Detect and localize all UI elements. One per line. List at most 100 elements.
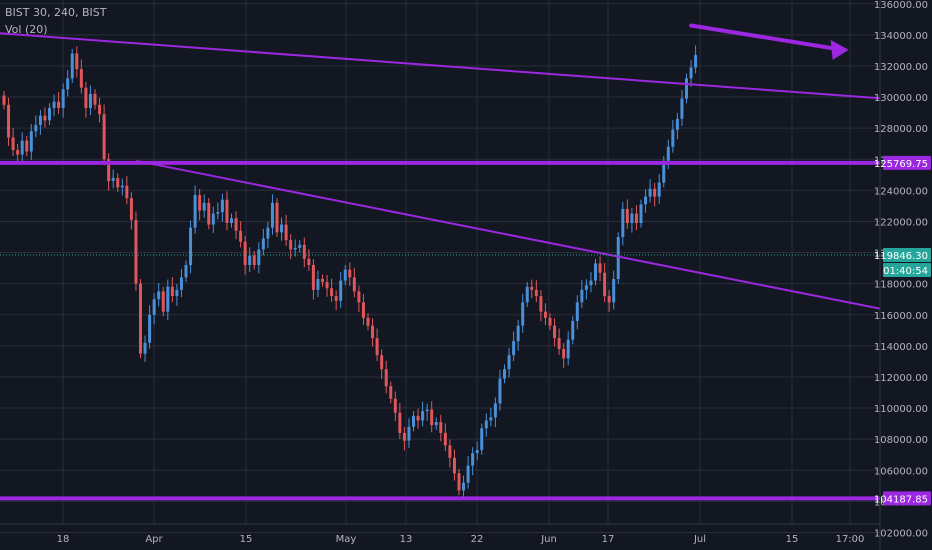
annotation-arrow: [689, 23, 849, 60]
candle-body: [7, 104, 11, 138]
candle-body: [220, 199, 224, 213]
candle-body: [261, 238, 265, 250]
candle-body: [466, 465, 470, 483]
candle-body: [503, 369, 506, 379]
candle-body: [225, 199, 229, 224]
candle-body: [230, 218, 233, 224]
candle-body: [421, 411, 425, 421]
time-tick-label: 17: [602, 534, 615, 545]
candle-body: [539, 296, 543, 312]
candle-body: [16, 149, 20, 155]
candle-body: [484, 420, 488, 429]
candle-body: [302, 244, 306, 259]
price-tags: 125769.75 104187.85 119846.30 01:40:54: [874, 155, 931, 506]
candle-body: [216, 212, 220, 214]
candle-body: [125, 185, 129, 199]
candle-body: [52, 101, 56, 108]
candle-body: [621, 209, 625, 237]
time-tick-label: 13: [400, 534, 413, 545]
candle-body: [257, 249, 261, 265]
candle-body: [148, 314, 152, 343]
time-tick-label: Jul: [693, 534, 706, 545]
candle-body: [111, 177, 115, 182]
candle-body: [543, 311, 547, 318]
candle-body: [321, 278, 324, 283]
candle-body: [189, 227, 193, 265]
candle-body: [57, 101, 61, 108]
last-price-tag-bg: [883, 247, 931, 262]
candle-body: [498, 378, 502, 404]
candle-body: [398, 412, 402, 433]
candle-body: [134, 219, 138, 284]
time-tick-label: 22: [471, 534, 484, 545]
candle-body: [339, 280, 343, 301]
candle-body: [170, 286, 174, 297]
candle-body: [243, 241, 247, 265]
candle-body: [489, 417, 493, 421]
candle-body: [34, 125, 38, 132]
candle-body: [452, 457, 456, 474]
time-tick-label: May: [336, 534, 357, 545]
candle-body: [625, 209, 629, 224]
candle-body: [480, 428, 484, 451]
candle-body: [562, 348, 566, 359]
time-axis-ticks: 18 Apr 15 May 13 22 Jun 17 Jul 15 17:00: [57, 534, 865, 545]
candle-body: [393, 398, 397, 413]
candle-body: [666, 146, 670, 161]
candle-body: [198, 195, 202, 211]
candle-body: [616, 237, 620, 279]
symbol-info: BIST 30, 240, BIST: [5, 6, 107, 19]
candle-body: [161, 291, 165, 312]
candle-body: [589, 280, 593, 286]
candle-body: [493, 403, 497, 418]
price-tick-label: 102000.00: [874, 528, 928, 539]
candle-body: [175, 289, 179, 297]
candle-body: [457, 473, 461, 491]
candle-body: [298, 244, 302, 248]
candle-body: [334, 296, 338, 301]
candle-body: [79, 69, 83, 88]
candle-body: [211, 213, 215, 225]
candle-body: [75, 53, 79, 70]
countdown-tag-bg: [883, 262, 931, 277]
candles: [2, 45, 698, 499]
candle-body: [530, 286, 534, 290]
candle-body: [330, 288, 334, 297]
candle-body: [352, 277, 356, 292]
candle-body: [685, 78, 688, 99]
level-price-tag-bg: [883, 491, 931, 506]
candle-body: [11, 137, 15, 150]
price-tick-label: 112000.00: [874, 373, 928, 384]
candle-body: [157, 291, 161, 300]
candle-body: [193, 195, 197, 228]
candle-body: [439, 422, 443, 433]
candle-body: [516, 325, 520, 342]
price-tick-label: 132000.00: [874, 62, 928, 73]
candle-body: [2, 95, 6, 105]
candle-body: [448, 445, 452, 458]
price-tick-label: 122000.00: [874, 217, 928, 228]
price-tick-label: 108000.00: [874, 435, 928, 446]
candle-body: [402, 432, 406, 441]
candle-body: [575, 302, 579, 321]
candle-body: [534, 289, 538, 297]
candle-body: [129, 198, 133, 220]
candle-body: [20, 140, 24, 155]
price-tick-label: 134000.00: [874, 31, 928, 42]
countdown-tag: 01:40:54: [883, 266, 928, 277]
candle-body: [375, 338, 379, 356]
candle-body: [102, 114, 106, 160]
grid-lines: [0, 0, 880, 533]
candle-body: [653, 188, 657, 197]
candle-body: [152, 299, 156, 315]
candle-body: [343, 269, 347, 281]
candle-body: [348, 269, 352, 278]
candle-body: [603, 272, 607, 297]
candle-body: [316, 278, 320, 290]
candle-body: [580, 289, 584, 303]
candle-body: [571, 320, 575, 340]
indicator-label: Vol (20): [5, 23, 48, 36]
candle-body: [471, 453, 475, 466]
